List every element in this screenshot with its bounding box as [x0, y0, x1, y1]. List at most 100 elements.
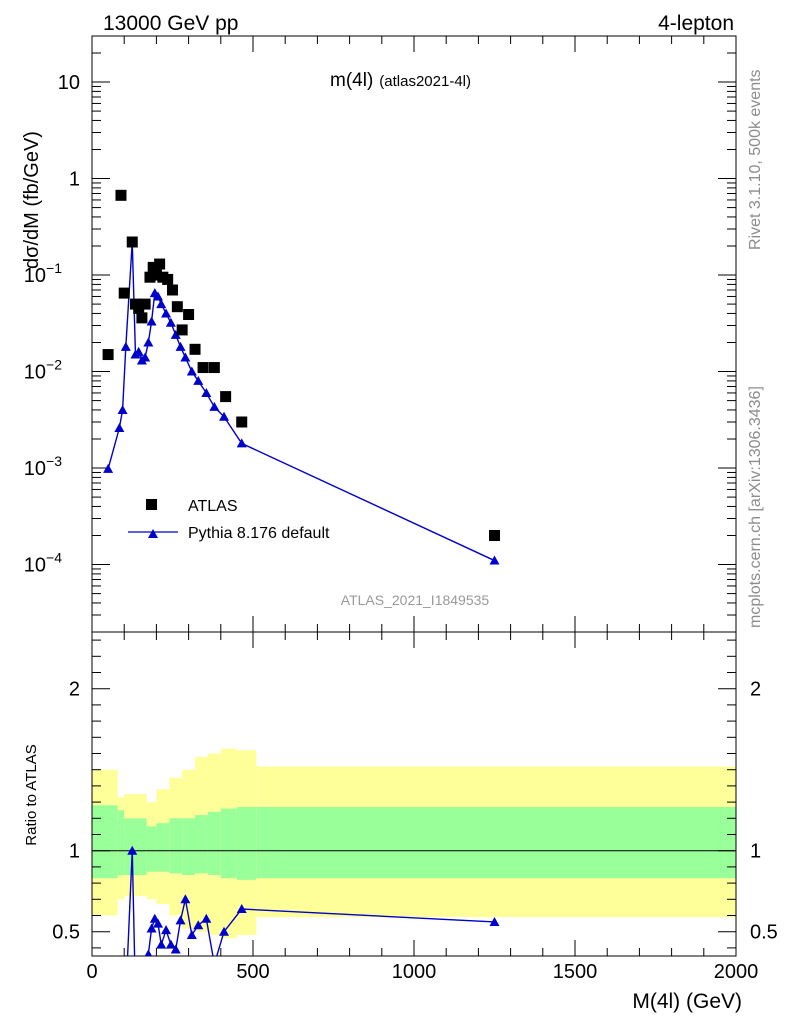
- ratio-point: [156, 939, 167, 949]
- ratio-point: [146, 923, 157, 933]
- ratio-point: [180, 894, 191, 904]
- legend-mc-marker: [148, 529, 158, 538]
- band-inner: [92, 805, 118, 879]
- data-point: [126, 236, 138, 248]
- mc-point: [165, 317, 176, 327]
- xlabel: M(4l) (GeV): [632, 990, 742, 1013]
- data-point: [115, 189, 127, 201]
- x-ticks: 0 500 1000 1500 2000: [86, 36, 758, 983]
- ratio-tick-label-right: 1: [750, 841, 761, 863]
- mc-point: [140, 352, 151, 362]
- mc-point: [209, 401, 220, 411]
- data-point: [220, 391, 232, 403]
- ratio-point: [153, 918, 164, 928]
- ratio-point: [193, 920, 204, 930]
- ratio-point: [186, 929, 197, 939]
- mc-point: [143, 337, 154, 347]
- mc-point: [175, 341, 186, 351]
- mc-point: [201, 387, 212, 397]
- top-panel: [91, 35, 737, 633]
- header-left: 13000 GeV pp: [103, 12, 238, 35]
- data-point: [136, 312, 148, 324]
- band-inner: [156, 823, 170, 872]
- data-point: [147, 261, 159, 273]
- mc-point: [133, 346, 144, 356]
- data-point: [118, 287, 130, 299]
- band-inner: [236, 806, 257, 880]
- mc-point: [120, 341, 131, 351]
- ratio-point: [144, 949, 153, 956]
- x-tick-label: 0: [86, 961, 97, 983]
- data-point: [208, 362, 220, 374]
- mc-series: [103, 237, 500, 565]
- band-inner: [169, 818, 183, 874]
- x-tick-label: 2000: [714, 961, 759, 983]
- mc-point: [103, 463, 114, 473]
- data-point: [171, 301, 183, 313]
- band-inner: [207, 811, 221, 875]
- top-ylabel: dσ/dM (fb/GeV): [21, 131, 43, 269]
- mc-point: [146, 316, 157, 326]
- ratio-series: [126, 845, 500, 956]
- y-tick-label: 10: [58, 72, 80, 94]
- data-point: [489, 529, 500, 541]
- mc-point: [489, 555, 500, 565]
- ratio-tick-label-left: 2: [69, 679, 80, 701]
- legend-mc-label: Pythia 8.176 default: [188, 525, 330, 542]
- y-tick-label: 10−3: [24, 453, 62, 480]
- mc-line: [107, 241, 495, 562]
- data-series: [102, 189, 500, 541]
- data-point: [183, 309, 195, 321]
- y-tick-label: 10−1: [24, 260, 62, 287]
- ratio-point: [170, 944, 181, 954]
- band-inner: [117, 810, 125, 875]
- ratio-point: [201, 913, 212, 923]
- data-point: [167, 284, 178, 296]
- mc-point: [156, 299, 167, 309]
- data-point: [139, 298, 151, 310]
- legend-data-marker: [146, 499, 157, 510]
- data-point: [102, 349, 114, 361]
- rivet-version-text: Rivet 3.1.10, 500k events: [747, 69, 764, 250]
- top-y-ticks: 10−4 10−3 10−2 10−1 1 10: [24, 35, 736, 633]
- band-inner: [256, 806, 736, 879]
- ratio-tick-label-right: 0.5: [750, 922, 778, 944]
- ratio-tick-label-left: 0.5: [52, 922, 80, 944]
- mc-point: [219, 411, 230, 421]
- x-tick-label: 1500: [553, 961, 598, 983]
- mcplots-text: mcplots.cern.ch [arXiv:1306.3436]: [747, 386, 764, 628]
- ratio-panel: [91, 631, 737, 957]
- data-point: [176, 324, 188, 336]
- ratio-point: [175, 915, 186, 925]
- ratio-point: [489, 916, 500, 926]
- y-tick-label: 10−2: [24, 357, 62, 384]
- top-panel-frame: [91, 35, 737, 633]
- ratio-point: [236, 904, 247, 914]
- data-point: [162, 273, 174, 285]
- data-point: [150, 269, 162, 281]
- mc-point: [117, 404, 128, 414]
- ratio-tick-label-left: 1: [69, 841, 80, 863]
- ratio-point: [161, 925, 172, 935]
- ratio-ylabel: Ratio to ATLAS: [23, 744, 40, 845]
- plot-title: m(4l) (atlas2021-4l): [330, 70, 471, 91]
- ratio-point: [219, 926, 230, 936]
- header-right: 4-lepton: [658, 12, 734, 35]
- band-inner: [124, 818, 147, 875]
- mc-point: [186, 366, 197, 376]
- band-inner: [195, 815, 208, 874]
- data-point: [197, 362, 209, 374]
- data-point: [154, 258, 166, 270]
- mc-point: [236, 438, 247, 448]
- data-point: [189, 343, 201, 355]
- band-inner: [146, 826, 157, 872]
- mc-point: [114, 423, 125, 433]
- ratio-tick-label-right: 2: [750, 679, 761, 701]
- ratio-bands: [92, 748, 736, 939]
- x-tick-label: 1000: [392, 961, 437, 983]
- band-inner: [182, 818, 196, 875]
- legend: ATLAS Pythia 8.176 default: [128, 498, 330, 542]
- mc-point: [153, 291, 164, 301]
- y-tick-label: 1: [69, 169, 80, 191]
